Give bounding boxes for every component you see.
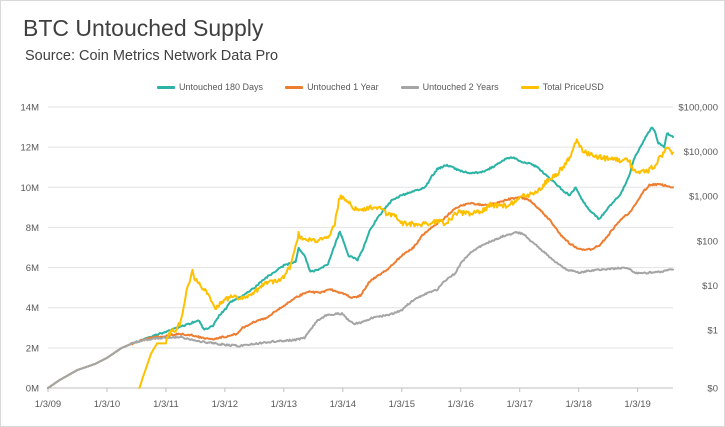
y-right-tick-label: $100,000 — [678, 103, 718, 114]
y-right-tick-label: $1,000 — [689, 192, 718, 203]
x-tick-label: 1/3/19 — [624, 399, 650, 410]
series-line-untouched-2-years — [47, 231, 674, 389]
legend-swatch-untouched-1-year — [285, 85, 304, 89]
y-left-tick-label: 0M — [26, 384, 39, 395]
legend-item-untouched-180-days: Untouched 180 Days — [157, 82, 263, 92]
y-left-tick-label: 2M — [26, 343, 39, 354]
x-tick-label: 1/3/12 — [212, 399, 238, 410]
y-right-tick-label: $0 — [707, 384, 718, 395]
y-left-tick-label: 10M — [21, 183, 40, 194]
legend-label-untouched-2-years: Untouched 2 Years — [422, 82, 499, 92]
chart-title: BTC Untouched Supply — [23, 15, 264, 41]
series-line-untouched-180-days — [47, 126, 674, 389]
x-tick-label: 1/3/11 — [153, 399, 179, 410]
x-tick-label: 1/3/17 — [506, 399, 532, 410]
legend: Untouched 180 Days Untouched 1 Year Unto… — [157, 80, 626, 94]
chart-subtitle: Source: Coin Metrics Network Data Pro — [25, 48, 279, 64]
y-right-tick-label: $10,000 — [684, 147, 718, 158]
x-tick-label: 1/3/18 — [565, 399, 591, 410]
legend-item-total-price-usd: Total PriceUSD — [520, 82, 604, 92]
x-tick-label: 1/3/13 — [271, 399, 297, 410]
x-tick-label: 1/3/10 — [94, 399, 120, 410]
y-right-tick-label: $100 — [697, 236, 718, 247]
x-tick-label: 1/3/14 — [330, 399, 356, 410]
x-tick-label: 1/3/09 — [35, 399, 61, 410]
y-left-tick-label: 14M — [21, 103, 40, 114]
y-right-tick-label: $10 — [702, 281, 718, 292]
x-tick-label: 1/3/16 — [448, 399, 474, 410]
legend-label-total-price-usd: Total PriceUSD — [542, 82, 604, 92]
y-left-tick-label: 6M — [26, 263, 39, 274]
legend-swatch-untouched-2-years — [400, 85, 419, 89]
legend-label-untouched-1-year: Untouched 1 Year — [307, 82, 379, 92]
series-line-total-priceusd — [138, 138, 674, 389]
x-tick-label: 1/3/15 — [389, 399, 415, 410]
legend-item-untouched-2-years: Untouched 2 Years — [400, 82, 499, 92]
legend-swatch-total-price-usd — [520, 85, 539, 89]
legend-swatch-untouched-180-days — [157, 85, 175, 89]
y-left-tick-label: 8M — [26, 223, 39, 234]
legend-label-untouched-180-days: Untouched 180 Days — [179, 82, 264, 92]
y-right-tick-label: $1 — [707, 326, 718, 337]
y-left-tick-label: 12M — [21, 143, 40, 154]
series-line-untouched-1-year — [47, 182, 674, 389]
legend-item-untouched-1-year: Untouched 1 Year — [285, 82, 379, 92]
y-left-tick-label: 4M — [26, 303, 39, 314]
